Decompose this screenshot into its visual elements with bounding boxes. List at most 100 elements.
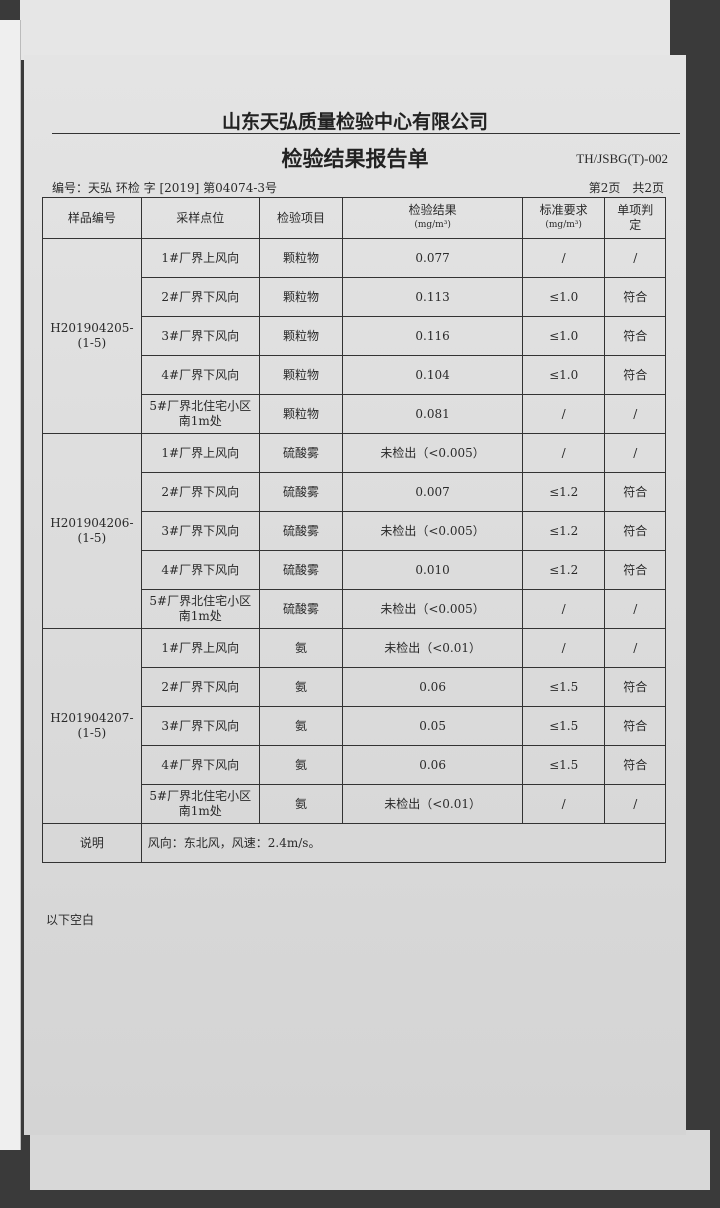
header-rule — [52, 133, 680, 134]
report-number: 编号：天弘 环检 字 [2019] 第04074-3号 — [52, 181, 278, 195]
standard-requirement: ≤1.5 — [521, 667, 606, 707]
table-row: H201904207-(1-5) 1#厂界上风向氨未检出（<0.01） / / — [42, 628, 666, 824]
underlying-page — [20, 0, 670, 60]
judgement: 符合 — [604, 277, 666, 317]
test-result: 0.104 — [342, 355, 523, 395]
table-row: H201904205-(1-5) 1#厂界上风向 颗粒物 0.077// — [42, 238, 666, 434]
judgement: / — [604, 238, 666, 278]
sampling-point: 3#厂界下风向 — [140, 316, 260, 356]
judgement: 符合 — [604, 511, 666, 551]
sampling-point: 4#厂界下风向 — [140, 355, 260, 395]
standard-requirement: ≤1.0 — [521, 277, 606, 317]
standard-requirement: / — [521, 784, 606, 824]
sampling-point: 5#厂界北住宅小区南1m处 — [140, 394, 260, 434]
test-result: 未检出（<0.01） — [342, 628, 523, 668]
table-row: 5#厂界北住宅小区南1m处 颗粒物 0.081// — [43, 394, 666, 434]
standard-requirement: / — [521, 238, 606, 278]
test-item: 氨 — [258, 706, 344, 746]
test-result: 0.081 — [342, 394, 523, 434]
test-result: 未检出（<0.005） — [342, 589, 523, 629]
note-text: 风向：东北风，风速：2.4m/s。 — [140, 823, 667, 863]
standard-requirement: / — [521, 394, 606, 434]
test-item: 硫酸雾 — [258, 433, 344, 473]
test-item: 颗粒物 — [258, 316, 344, 356]
sampling-point: 5#厂界北住宅小区南1m处 — [140, 589, 260, 629]
standard-requirement: / — [521, 628, 606, 668]
form-code: TH/JSBG(T)-002 — [576, 151, 668, 166]
test-item: 硫酸雾 — [258, 589, 344, 629]
test-result: 0.05 — [342, 706, 523, 746]
test-item: 颗粒物 — [258, 394, 344, 434]
table-row: 4#厂界下风向 硫酸雾 0.010 ≤1.2 符合 — [43, 550, 666, 590]
test-result: 0.007 — [342, 472, 523, 512]
blank-below-note: 以下空白 — [46, 913, 95, 927]
table-header: 样品编号 采样点位 检验项目 检验结果 (mg/m³) 标准要求 (mg/m³) 单… — [42, 197, 666, 239]
test-result: 0.113 — [342, 277, 523, 317]
col-standard: 标准要求 (mg/m³) — [521, 197, 606, 239]
test-result: 0.077 — [342, 238, 523, 278]
col-judgement: 单项判定 — [604, 197, 666, 239]
standard-requirement: ≤1.5 — [521, 745, 606, 785]
standard-requirement: ≤1.5 — [521, 706, 606, 746]
test-item: 氨 — [258, 628, 344, 668]
test-result: 未检出（<0.005） — [342, 433, 523, 473]
test-item: 氨 — [258, 784, 344, 824]
table-row: 4#厂界下风向 颗粒物 0.104 ≤1.0 符合 — [43, 355, 666, 395]
test-item: 硫酸雾 — [258, 550, 344, 590]
test-result: 未检出（<0.01） — [342, 784, 523, 824]
table-row: 5#厂界北住宅小区南1m处氨未检出（<0.01） / / — [43, 784, 666, 824]
test-item: 硫酸雾 — [258, 472, 344, 512]
test-result: 0.116 — [342, 316, 523, 356]
judgement: 符合 — [604, 550, 666, 590]
sample-id: H201904205-(1-5) — [42, 238, 142, 434]
col-sample-id: 样品编号 — [42, 197, 142, 239]
judgement: / — [604, 433, 666, 473]
table-row: H201904206-(1-5) 1#厂界上风向 硫酸雾 未检出（<0.005） / / — [42, 433, 666, 629]
sampling-point: 2#厂界下风向 — [140, 277, 260, 317]
sampling-point: 2#厂界下风向 — [140, 472, 260, 512]
test-item: 颗粒物 — [258, 277, 344, 317]
col-item: 检验项目 — [258, 197, 344, 239]
sampling-point: 1#厂界上风向 — [140, 628, 260, 668]
sample-id: H201904207-(1-5) — [42, 628, 142, 824]
results-table: 样品编号 采样点位 检验项目 检验结果 (mg/m³) 标准要求 (mg/m³) 单… — [42, 197, 667, 863]
sampling-point: 5#厂界北住宅小区南1m处 — [140, 784, 260, 824]
sampling-point: 3#厂界下风向 — [140, 511, 260, 551]
sampling-point: 1#厂界上风向 — [140, 238, 260, 278]
standard-requirement: ≤1.0 — [521, 316, 606, 356]
underlying-page-bottom — [30, 1130, 710, 1190]
binder-edge — [0, 20, 21, 1150]
test-result: 未检出（<0.005） — [342, 511, 523, 551]
judgement: / — [604, 394, 666, 434]
sample-id: H201904206-(1-5) — [42, 433, 142, 629]
note-label: 说明 — [42, 823, 142, 863]
standard-requirement: / — [521, 433, 606, 473]
test-item: 颗粒物 — [258, 238, 344, 278]
page-info: 第2页 共2页 — [588, 181, 664, 195]
judgement: / — [604, 589, 666, 629]
standard-requirement: ≤1.2 — [521, 472, 606, 512]
test-result: 0.010 — [342, 550, 523, 590]
test-item: 颗粒物 — [258, 355, 344, 395]
test-item: 硫酸雾 — [258, 511, 344, 551]
standard-requirement: ≤1.0 — [521, 355, 606, 395]
judgement: 符合 — [604, 667, 666, 707]
standard-requirement: ≤1.2 — [521, 511, 606, 551]
standard-requirement: ≤1.2 — [521, 550, 606, 590]
sampling-point: 2#厂界下风向 — [140, 667, 260, 707]
judgement: 符合 — [604, 355, 666, 395]
judgement: / — [604, 784, 666, 824]
standard-requirement: / — [521, 589, 606, 629]
sampling-point: 4#厂界下风向 — [140, 550, 260, 590]
col-point: 采样点位 — [140, 197, 260, 239]
table-row: 2#厂界下风向 颗粒物 0.113 ≤1.0 符合 — [43, 277, 666, 317]
report-title: 检验结果报告单 — [281, 147, 429, 171]
judgement: 符合 — [604, 706, 666, 746]
judgement: 符合 — [604, 745, 666, 785]
judgement: 符合 — [604, 472, 666, 512]
company-name: 山东天弘质量检验中心有限公司 — [221, 111, 488, 133]
col-result: 检验结果 (mg/m³) — [342, 197, 523, 239]
table-row: 4#厂界下风向氨 0.06 ≤1.5 符合 — [43, 745, 666, 785]
judgement: 符合 — [604, 316, 666, 356]
test-item: 氨 — [258, 745, 344, 785]
